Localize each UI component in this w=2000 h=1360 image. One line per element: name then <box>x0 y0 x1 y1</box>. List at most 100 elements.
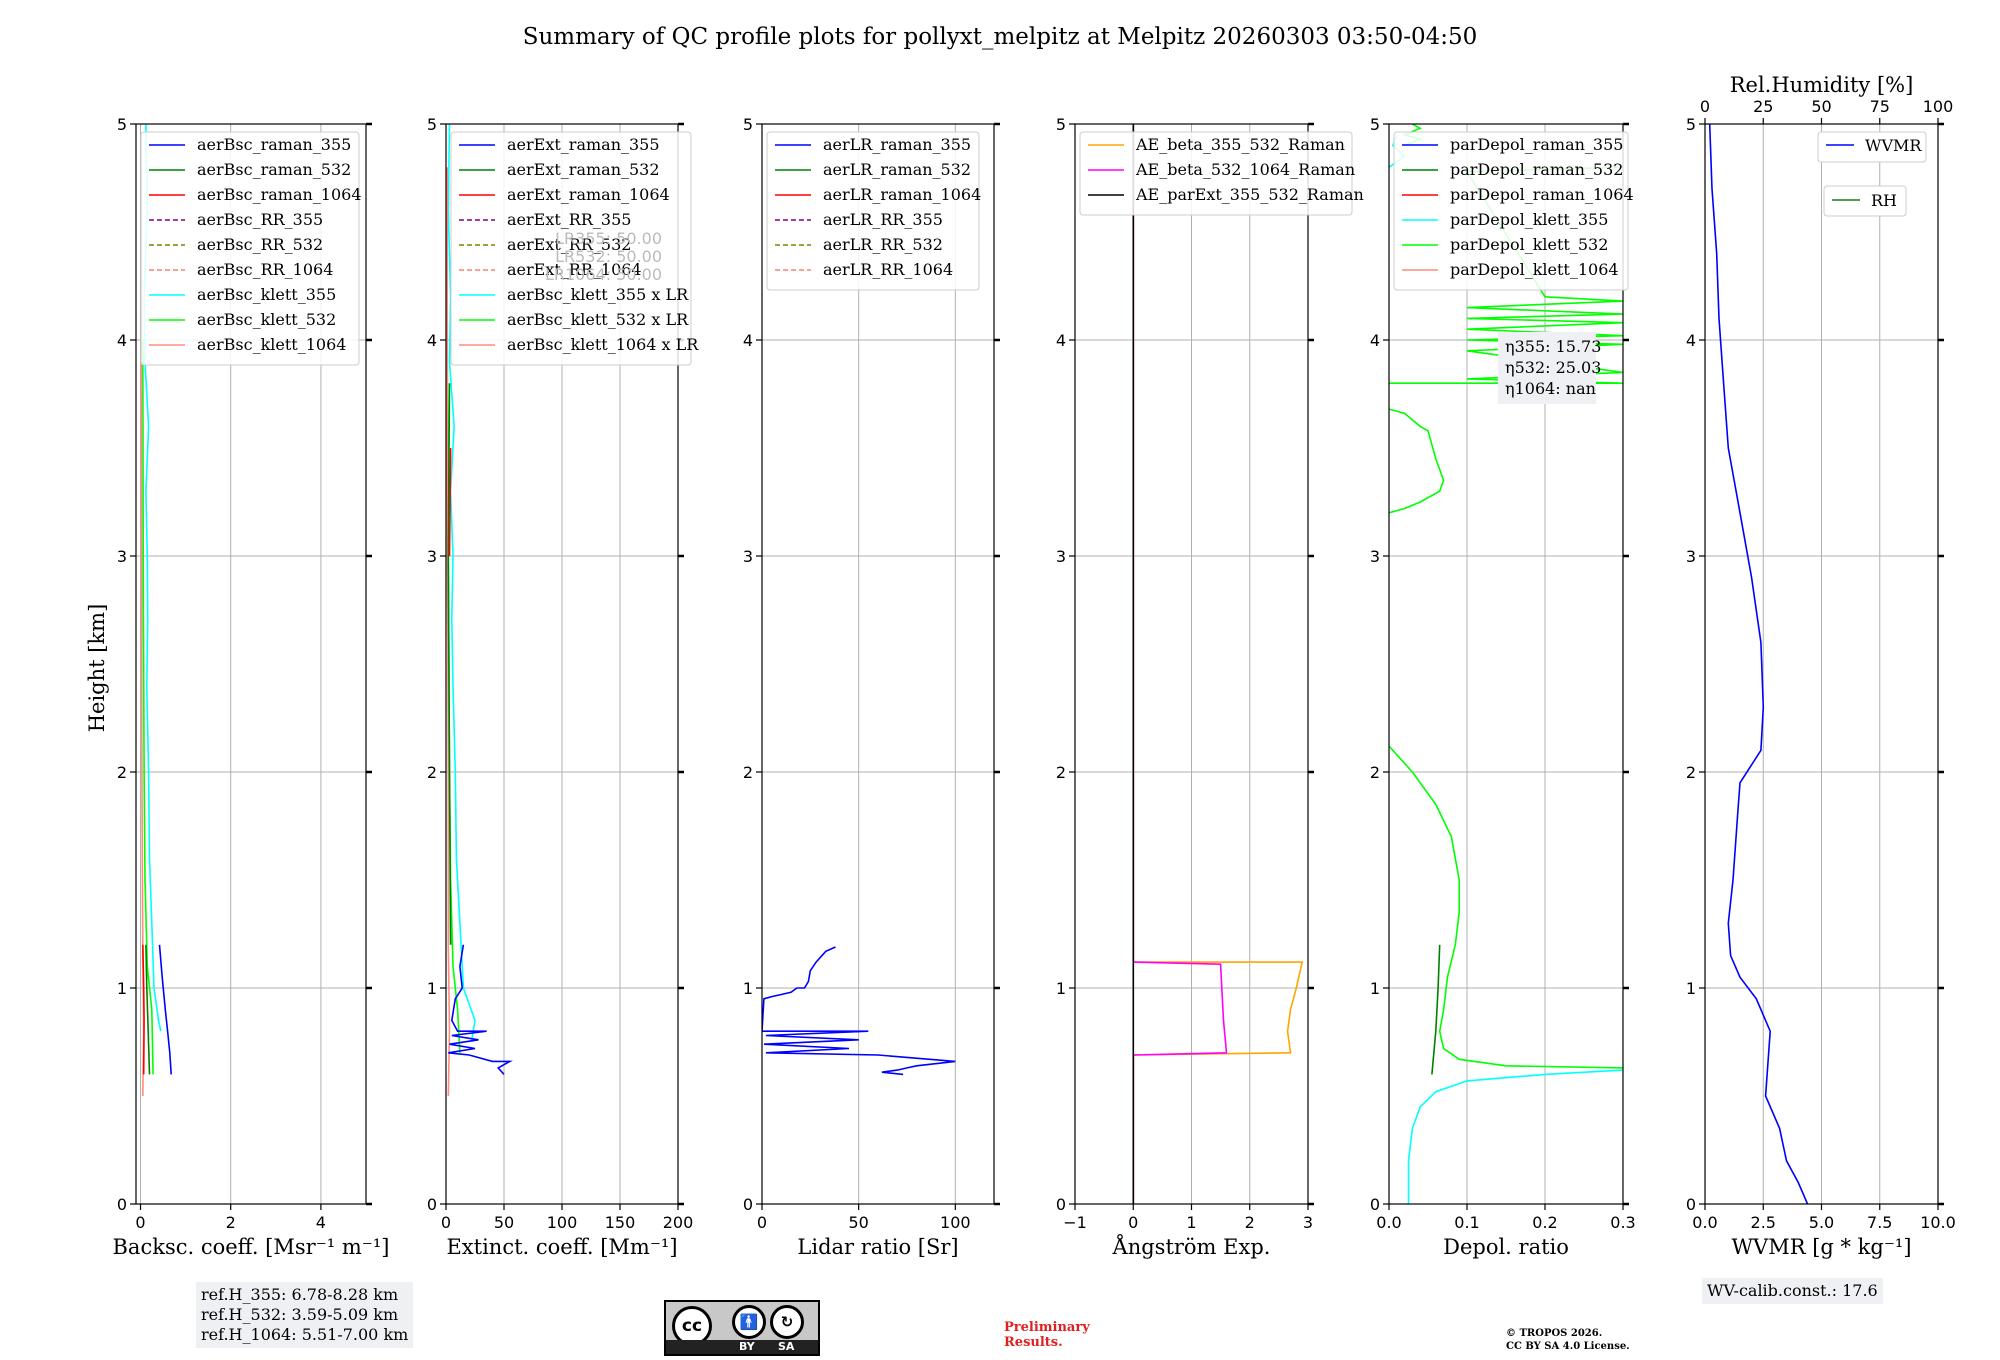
series-line-aerLR_raman_355 <box>762 946 956 1076</box>
y-tick-label: 2 <box>743 763 753 782</box>
legend-label: aerBsc_RR_532 <box>197 235 323 254</box>
series-group <box>1132 124 1304 1204</box>
eta-label: η1064: nan <box>1505 379 1596 398</box>
legend-label: aerLR_raman_532 <box>823 160 971 179</box>
y-tick-label: 0 <box>1370 1195 1380 1214</box>
legend-label: aerLR_RR_1064 <box>823 260 953 279</box>
x-tick-label: 7.5 <box>1867 1213 1892 1232</box>
ref-heights-box: ref.H_355: 6.78-8.28 km ref.H_532: 3.59-… <box>196 1282 414 1348</box>
top-tick-label: 75 <box>1870 97 1890 116</box>
x-axis-label: Lidar ratio [Sr] <box>797 1235 958 1259</box>
legend-label: aerBsc_RR_1064 <box>197 260 333 279</box>
x-axis-label: Ångström Exp. <box>1112 1234 1271 1259</box>
x-tick-label: 0 <box>757 1213 767 1232</box>
top-tick-label: 50 <box>1811 97 1831 116</box>
figure-title: Summary of QC profile plots for pollyxt_… <box>523 24 1478 50</box>
panel-bsc: 0 2 4 0 1 2 3 4 5 Backsc. coeff. [Msr⁻¹ m⁻¹] aerBs… <box>113 115 390 1259</box>
ref-h-532: ref.H_532: 3.59-5.09 km <box>201 1305 399 1324</box>
x-tick-label: 2 <box>226 1213 236 1232</box>
legend-label: parDepol_klett_355 <box>1450 210 1608 229</box>
y-tick-label: 3 <box>427 547 437 566</box>
series-line-aerExt_raman_532 <box>447 383 452 945</box>
series-line-aerBsc_klett_1064 x LR <box>446 167 451 1097</box>
y-tick-label: 2 <box>1686 763 1696 782</box>
x-tick-label: 0 <box>135 1213 145 1232</box>
y-tick-label: 1 <box>743 979 753 998</box>
lr-annotation: LR355: 50.00 <box>555 229 662 248</box>
x-axis-label: Extinct. coeff. [Mm⁻¹] <box>446 1235 677 1259</box>
panel-wv: 0.0 2.5 5.0 7.5 10.0 0 1 2 3 4 5 WVMR [g * kg⁻¹] 0 25… <box>1686 73 1956 1259</box>
cc-icon: cc <box>672 1306 712 1346</box>
y-tick-label: 2 <box>427 763 437 782</box>
y-tick-label: 2 <box>1370 763 1380 782</box>
x-tick-label: 5.0 <box>1809 1213 1834 1232</box>
y-tick-label: 4 <box>1370 331 1380 350</box>
series-line-AE_beta_355_532_Raman <box>1132 124 1304 1204</box>
legend-label: WVMR <box>1865 136 1922 155</box>
legend-label: aerBsc_klett_1064 x LR <box>507 335 699 354</box>
top-axis-label: Rel.Humidity [%] <box>1730 73 1914 97</box>
x-tick-label: 0.1 <box>1454 1213 1479 1232</box>
y-tick-label: 5 <box>1370 115 1380 134</box>
legend-label: aerBsc_raman_1064 <box>197 185 362 204</box>
legend-box <box>1393 131 1629 291</box>
legend-label: aerBsc_klett_1064 <box>197 335 346 354</box>
x-tick-label: 10.0 <box>1920 1213 1956 1232</box>
x-axis-label: Backsc. coeff. [Msr⁻¹ m⁻¹] <box>113 1235 390 1259</box>
legend-label: aerLR_raman_1064 <box>823 185 981 204</box>
series-group <box>446 124 513 1097</box>
series-line-aerExt_raman_1064 <box>448 447 452 557</box>
legend-label: AE_beta_355_532_Raman <box>1135 135 1345 154</box>
ref-h-355: ref.H_355: 6.78-8.28 km <box>201 1285 399 1304</box>
lr-annotation: LR532: 50.00 <box>555 247 662 266</box>
tropos-copyright: © TROPOS 2026. CC BY SA 4.0 License. <box>1506 1327 1630 1353</box>
eta-label: η532: 25.03 <box>1505 358 1601 377</box>
legend-box <box>1817 131 1927 163</box>
wv-calib-box: WV-calib.const.: 17.6 <box>1702 1278 1883 1304</box>
y-tick-label: 3 <box>1686 547 1696 566</box>
legend-wvmr: WVMR <box>1817 131 1927 163</box>
y-tick-label: 0 <box>427 1195 437 1214</box>
x-tick-label: 0.3 <box>1610 1213 1635 1232</box>
top-tick-label: 0 <box>1700 97 1710 116</box>
legend: parDepol_raman_355 parDepol_raman_532 parD… <box>1393 131 1634 291</box>
series-line-aerBsc_raman_1064 <box>142 944 145 1075</box>
y-tick-label: 4 <box>427 331 437 350</box>
x-tick-label: 150 <box>605 1213 636 1232</box>
x-tick-label: 1 <box>1186 1213 1196 1232</box>
sa-label: SA <box>778 1340 795 1353</box>
legend: aerLR_raman_355 aerLR_raman_532 aerLR_rama… <box>766 131 981 291</box>
top-tick-label: 25 <box>1753 97 1773 116</box>
eta-box: η355: 15.73 η532: 25.03 η1064: nan <box>1498 332 1601 404</box>
x-tick-label: 100 <box>940 1213 971 1232</box>
legend-label: parDepol_raman_532 <box>1450 160 1623 179</box>
series-line-AE_beta_532_1064_Raman <box>1132 124 1228 1204</box>
axes-frame <box>135 123 367 1205</box>
legend-label: parDepol_klett_1064 <box>1450 260 1619 279</box>
x-axis-label: Depol. ratio <box>1443 1235 1569 1259</box>
legend-label: aerBsc_raman_355 <box>197 135 351 154</box>
y-tick-label: 5 <box>743 115 753 134</box>
legend: AE_beta_355_532_Raman AE_beta_532_1064_Ra… <box>1079 131 1364 216</box>
y-tick-label: 2 <box>117 763 127 782</box>
x-tick-label: 2 <box>1245 1213 1255 1232</box>
y-tick-label: 4 <box>1056 331 1066 350</box>
eta-box-bg <box>1498 332 1596 404</box>
legend-label: aerBsc_RR_355 <box>197 210 323 229</box>
panel-ext: 0 50 100 150 200 0 1 2 3 4 5 Extinct. coeff. [Mm⁻¹]… <box>427 115 699 1259</box>
y-tick-label: 1 <box>1370 979 1380 998</box>
legend-box <box>140 131 360 366</box>
series-line-WVMR <box>1708 124 1809 1204</box>
legend-label: aerExt_RR_1064 <box>507 260 642 279</box>
y-tick-label: 4 <box>117 331 127 350</box>
legend: aerBsc_raman_355 aerBsc_raman_532 aerBsc_r… <box>140 131 362 366</box>
x-tick-label: −1 <box>1063 1213 1087 1232</box>
y-tick-label: 4 <box>743 331 753 350</box>
x-tick-label: 4 <box>316 1213 326 1232</box>
axes-frame <box>1388 123 1624 1205</box>
y-axis-label: Height [km] <box>85 604 109 733</box>
legend: aerExt_raman_355 aerExt_raman_532 aerExt_r… <box>450 131 699 366</box>
copyright-line: © TROPOS 2026. <box>1506 1328 1603 1339</box>
